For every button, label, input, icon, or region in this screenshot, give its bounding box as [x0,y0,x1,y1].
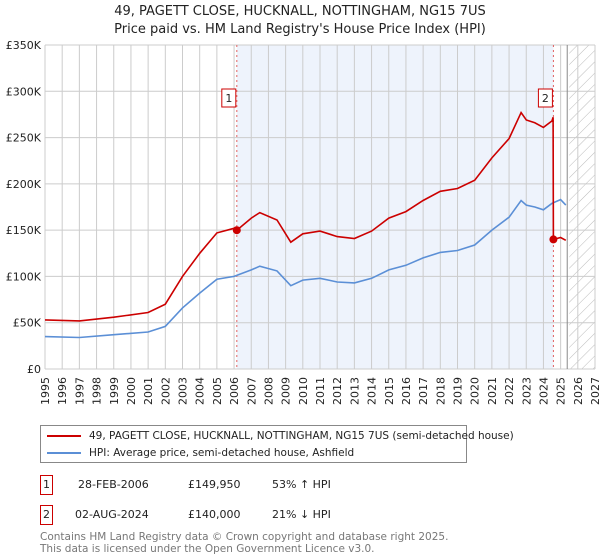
sale-badge: 2 [40,505,53,525]
y-tick-label: £300K [6,85,42,98]
x-tick-label: 2013 [348,377,361,405]
x-tick-label: 2008 [262,377,275,405]
y-tick-label: £150K [6,224,42,237]
x-tick-label: 2017 [417,377,430,405]
x-tick-label: 2025 [555,377,568,405]
sale-price: £140,000 [188,508,241,521]
price-chart: 1995 1996 1997 1998 1999 2000 2001 2002 2003 2004… [6,39,600,405]
hpi-line-swatch [47,452,81,454]
x-tick-label: 2023 [520,377,533,405]
legend-label-hpi: HPI: Average price, semi-detached house,… [89,447,355,459]
y-tick-label: £0 [27,363,41,376]
footer-copyright: Contains HM Land Registry data © Crown c… [40,531,449,543]
legend-item-hpi: HPI: Average price, semi-detached house,… [47,445,354,461]
legend-label-property: 49, PAGETT CLOSE, HUCKNALL, NOTTINGHAM, … [89,430,514,442]
sale-hpi-diff: 53% ↑ HPI [272,478,331,491]
x-tick-label: 1995 [39,377,52,405]
y-tick-label: £350K [6,39,42,52]
sale-date: 02-AUG-2024 [75,508,149,521]
sale-label: 1 [225,92,232,105]
x-tick-label: 2009 [280,377,293,405]
sale-point [549,235,558,244]
x-tick-label: 1997 [73,377,86,405]
series-line [44,198,567,339]
sale-label: 2 [542,92,549,105]
y-tick-label: £200K [6,178,42,191]
x-tick-label: 2027 [589,377,600,405]
x-tick-label: 1998 [91,377,104,405]
forecast-hatch [569,45,595,369]
series-line [44,111,567,322]
legend: 49, PAGETT CLOSE, HUCKNALL, NOTTINGHAM, … [40,425,514,463]
y-tick-label: £250K [6,132,42,145]
footer-licence: This data is licensed under the Open Gov… [40,543,375,555]
x-tick-label: 2018 [434,377,447,405]
x-tick-label: 2010 [297,377,310,405]
x-tick-label: 2011 [314,377,327,405]
legend-item-property: 49, PAGETT CLOSE, HUCKNALL, NOTTINGHAM, … [47,428,514,444]
x-tick-label: 2002 [159,377,172,405]
chart-subtitle: Price paid vs. HM Land Registry's House … [114,22,486,37]
sale-row: 1 28-FEB-2006 £149,950 53% ↑ HPI [40,475,440,495]
x-tick-label: 2015 [383,377,396,405]
y-tick-label: £100K [6,270,42,283]
sale-period-shade [236,45,554,369]
y-tick-label: £50K [13,317,42,330]
x-tick-label: 2020 [469,377,482,405]
x-tick-label: 2019 [452,377,465,405]
x-tick-label: 2005 [211,377,224,405]
sale-hpi-diff: 21% ↓ HPI [272,508,331,521]
x-tick-label: 2004 [194,377,207,405]
sale-row: 2 02-AUG-2024 £140,000 21% ↓ HPI [40,505,440,525]
x-tick-label: 2016 [400,377,413,405]
x-tick-label: 2024 [537,377,550,405]
sale-price: £149,950 [188,478,241,491]
x-tick-label: 2000 [125,377,138,405]
sale-point [232,226,241,235]
x-tick-label: 2007 [245,377,258,405]
x-tick-label: 2026 [572,377,585,405]
sale-label-box [537,88,553,108]
x-tick-label: 2012 [331,377,344,405]
x-tick-label: 2022 [503,377,516,405]
x-tick-label: 1996 [56,377,69,405]
x-tick-label: 2006 [228,377,241,405]
property-line-swatch [47,435,81,437]
x-tick-label: 2014 [366,377,379,405]
x-tick-label: 2021 [486,377,499,405]
sale-badge: 1 [40,475,53,495]
x-tick-label: 2001 [142,377,155,405]
sale-label-box [221,88,237,108]
sale-date: 28-FEB-2006 [78,478,149,491]
x-tick-label: 2003 [177,377,190,405]
chart-title: 49, PAGETT CLOSE, HUCKNALL, NOTTINGHAM, … [114,4,486,19]
x-tick-label: 1999 [108,377,121,405]
